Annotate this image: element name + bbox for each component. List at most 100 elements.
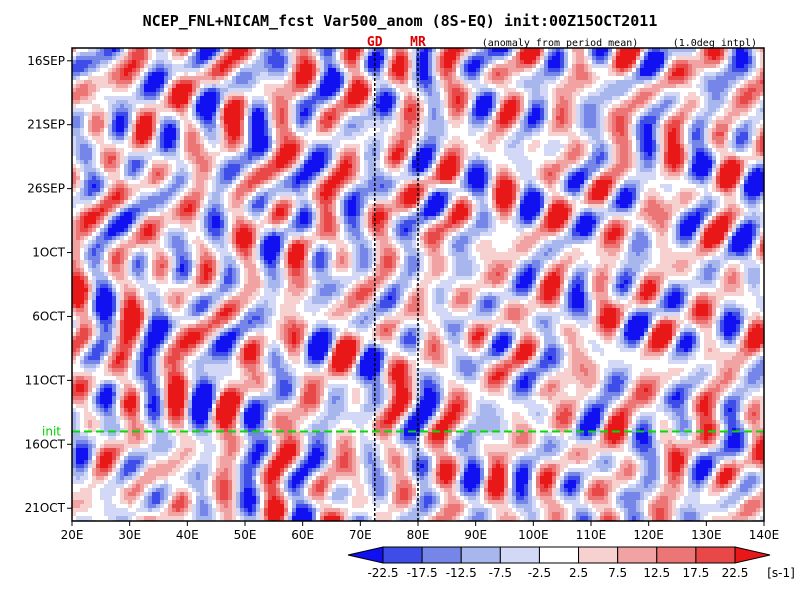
field-cell xyxy=(708,76,712,80)
field-cell xyxy=(248,156,252,160)
field-cell xyxy=(424,176,428,180)
field-cell xyxy=(620,116,624,120)
field-cell xyxy=(76,172,80,176)
field-cell xyxy=(732,68,736,72)
field-cell xyxy=(568,84,572,88)
field-cell xyxy=(428,88,432,92)
field-cell xyxy=(520,128,524,132)
field-cell xyxy=(132,80,136,84)
field-cell xyxy=(216,56,220,60)
field-cell xyxy=(360,104,364,108)
field-cell xyxy=(200,112,204,116)
field-cell xyxy=(328,80,332,84)
field-cell xyxy=(712,176,716,180)
field-cell xyxy=(436,96,440,100)
field-cell xyxy=(752,128,756,132)
field-cell xyxy=(112,76,116,80)
field-cell xyxy=(228,116,232,120)
field-cell xyxy=(580,116,584,120)
field-cell xyxy=(412,160,416,164)
field-cell xyxy=(404,84,408,88)
field-cell xyxy=(728,108,732,112)
field-cell xyxy=(700,48,704,52)
field-cell xyxy=(260,48,264,52)
field-cell xyxy=(560,124,564,128)
field-cell xyxy=(612,152,616,156)
field-cell xyxy=(452,84,456,88)
field-cell xyxy=(688,148,692,152)
field-cell xyxy=(484,80,488,84)
field-cell xyxy=(644,168,648,172)
field-cell xyxy=(432,108,436,112)
field-cell xyxy=(284,96,288,100)
field-cell xyxy=(500,108,504,112)
field-cell xyxy=(560,172,564,176)
field-cell xyxy=(604,100,608,104)
field-cell xyxy=(652,48,656,52)
field-cell xyxy=(720,60,724,64)
field-cell xyxy=(660,56,664,60)
field-cell xyxy=(520,84,524,88)
field-cell xyxy=(608,52,612,56)
field-cell xyxy=(644,56,648,60)
field-cell xyxy=(644,144,648,148)
field-cell xyxy=(552,100,556,104)
field-cell xyxy=(716,64,720,68)
field-cell xyxy=(224,76,228,80)
field-cell xyxy=(276,116,280,120)
field-cell xyxy=(748,140,752,144)
field-cell xyxy=(156,64,160,68)
field-cell xyxy=(448,156,452,160)
field-cell xyxy=(232,132,236,136)
field-cell xyxy=(132,144,136,148)
field-cell xyxy=(400,148,404,152)
field-cell xyxy=(140,76,144,80)
field-cell xyxy=(220,108,224,112)
field-cell xyxy=(628,88,632,92)
field-cell xyxy=(708,108,712,112)
field-cell xyxy=(540,120,544,124)
field-cell xyxy=(212,80,216,84)
field-cell xyxy=(176,136,180,140)
field-cell xyxy=(268,112,272,116)
field-cell xyxy=(628,108,632,112)
field-cell xyxy=(228,168,232,172)
field-cell xyxy=(660,124,664,128)
field-cell xyxy=(88,84,92,88)
field-cell xyxy=(136,56,140,60)
field-cell xyxy=(208,172,212,176)
field-cell xyxy=(516,136,520,140)
field-cell xyxy=(696,112,700,116)
field-cell xyxy=(156,176,160,180)
field-cell xyxy=(340,96,344,100)
field-cell xyxy=(676,120,680,124)
field-cell xyxy=(580,108,584,112)
field-cell xyxy=(380,64,384,68)
field-cell xyxy=(624,164,628,168)
field-cell xyxy=(164,152,168,156)
field-cell xyxy=(132,128,136,132)
field-cell xyxy=(724,116,728,120)
field-cell xyxy=(440,152,444,156)
field-cell xyxy=(348,60,352,64)
field-cell xyxy=(84,112,88,116)
field-cell xyxy=(660,60,664,64)
field-cell xyxy=(112,132,116,136)
field-cell xyxy=(356,64,360,68)
field-cell xyxy=(532,64,536,68)
field-cell xyxy=(244,100,248,104)
field-cell xyxy=(412,112,416,116)
field-cell xyxy=(284,152,288,156)
field-cell xyxy=(268,124,272,128)
field-cell xyxy=(384,80,388,84)
field-cell xyxy=(644,84,648,88)
field-cell xyxy=(304,108,308,112)
field-cell xyxy=(228,144,232,148)
field-cell xyxy=(728,104,732,108)
field-cell xyxy=(496,140,500,144)
field-cell xyxy=(452,160,456,164)
field-cell xyxy=(300,108,304,112)
field-cell xyxy=(248,172,252,176)
field-cell xyxy=(360,48,364,52)
field-cell xyxy=(528,116,532,120)
